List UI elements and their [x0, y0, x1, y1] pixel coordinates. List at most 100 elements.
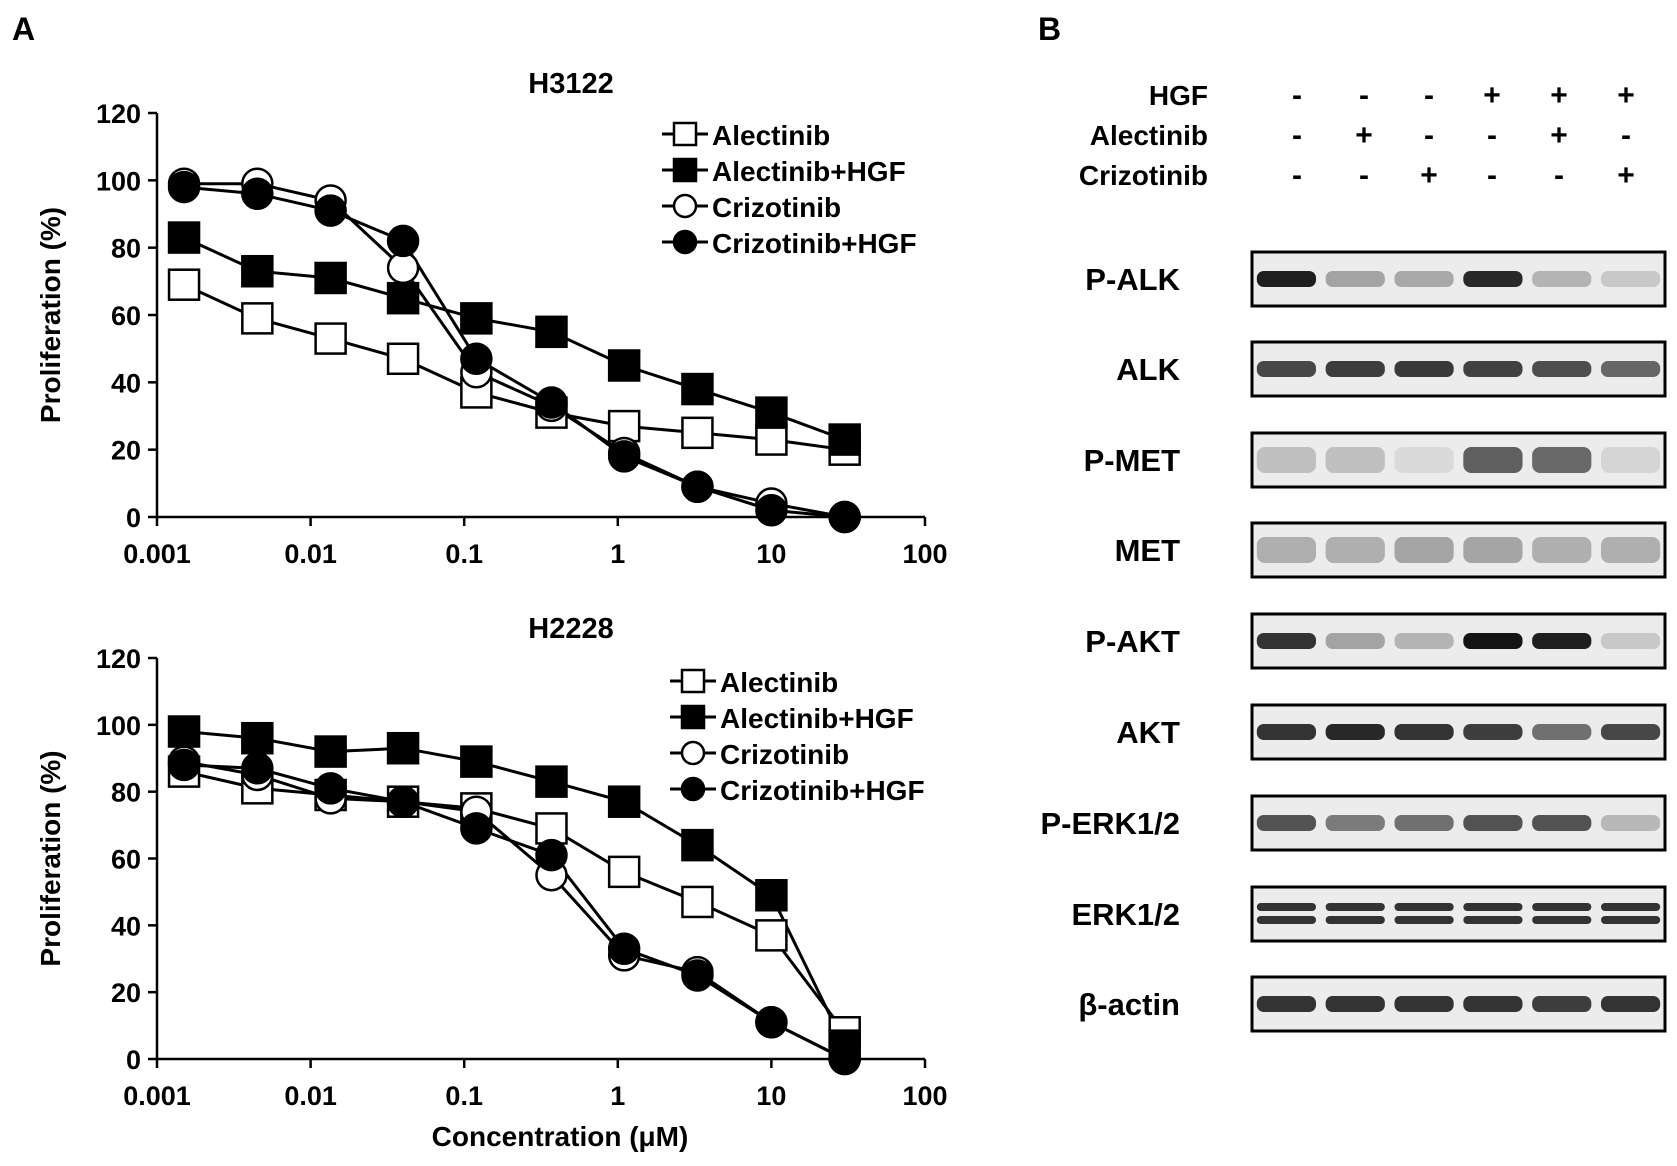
- blot-akt: AKT: [1116, 703, 1667, 761]
- legend-label: Crizotinib+HGF: [720, 775, 925, 806]
- blot-band: [1394, 815, 1454, 831]
- y-axis-label: Proliferation (%): [35, 207, 66, 423]
- blot-band: [1256, 633, 1317, 649]
- blot-band: [1600, 271, 1661, 287]
- legend-marker: [680, 668, 706, 694]
- blot-band: [1463, 447, 1523, 473]
- blot-band: [1600, 815, 1661, 831]
- data-point-alectinib-plus-hgf: [460, 745, 493, 778]
- condition-label: Alectinib: [1090, 120, 1208, 151]
- data-point-alectinib-plus-hgf: [386, 281, 420, 315]
- series-line-crizotinib: [184, 182, 845, 519]
- legend-label: Crizotinib+HGF: [712, 228, 917, 259]
- condition-sign: -: [1292, 79, 1302, 112]
- x-tick-label: 0.01: [284, 1081, 337, 1111]
- blot-label: P-MET: [1084, 443, 1181, 478]
- blot-band: [1463, 916, 1523, 924]
- condition-sign: -: [1292, 159, 1302, 192]
- chart-title: H3122: [528, 68, 613, 100]
- blot-band: [1394, 361, 1454, 377]
- blot-background: [1252, 977, 1665, 1031]
- y-tick-label: 40: [111, 368, 141, 398]
- blot-band: [1325, 271, 1385, 287]
- blot-band: [1600, 903, 1661, 911]
- data-point-crizotinib-plus-hgf: [167, 170, 201, 204]
- panel-label-b: B: [1038, 11, 1061, 47]
- blot-band: [1325, 815, 1385, 831]
- blot-band: [1532, 633, 1592, 649]
- legend-marker: [680, 776, 706, 802]
- x-tick-label: 0.01: [284, 539, 337, 569]
- blot-alk: ALK: [1116, 340, 1667, 398]
- blot-frame: [1250, 703, 1667, 761]
- data-point-crizotinib-plus-hgf: [681, 959, 714, 992]
- y-tick-label: 100: [96, 166, 141, 196]
- data-point-alectinib-plus-hgf: [314, 261, 347, 295]
- blot-band: [1463, 633, 1523, 649]
- blot-band: [1394, 447, 1454, 473]
- blot-band: [1600, 633, 1661, 649]
- series-line-crizotinib: [183, 760, 846, 1061]
- condition-sign: -: [1359, 79, 1369, 112]
- data-point-alectinib-plus-hgf: [681, 828, 714, 862]
- y-tick-label: 80: [111, 778, 141, 808]
- blot-band: [1256, 724, 1317, 740]
- data-point-alectinib-plus-hgf: [167, 715, 201, 748]
- data-point-crizotinib-plus-hgf: [460, 812, 493, 845]
- blot-band: [1532, 447, 1592, 473]
- blot-background: [1252, 523, 1665, 577]
- legend: Alectinib Alectinib+HGF Crizotinib Crizotin…: [670, 667, 925, 806]
- data-point-crizotinib-plus-hgf: [607, 440, 641, 473]
- blot-band: [1325, 537, 1385, 563]
- condition-sign: +: [1355, 119, 1373, 152]
- legend-marker: [672, 121, 698, 147]
- series-line-alectinib: [183, 770, 846, 1034]
- condition-sign: -: [1621, 119, 1631, 152]
- condition-sign: +: [1550, 79, 1568, 112]
- x-tick-label: 10: [756, 1081, 786, 1111]
- legend-marker: [672, 157, 698, 183]
- blot-band: [1532, 361, 1592, 377]
- blot-band: [1463, 361, 1523, 377]
- blot-band: [1394, 724, 1454, 740]
- blot-background: [1252, 887, 1665, 941]
- blot-erk1-2: ERK1/2: [1071, 885, 1667, 943]
- data-point-alectinib-plus-hgf: [755, 396, 788, 429]
- series-line-alectinib-plus-hgf: [183, 730, 847, 1047]
- blot-band: [1463, 271, 1523, 287]
- x-tick-label: 0.1: [445, 539, 483, 569]
- legend-label: Crizotinib: [720, 739, 849, 770]
- data-point-crizotinib-plus-hgf: [828, 500, 861, 534]
- legend-label: Alectinib: [712, 120, 830, 151]
- data-point-alectinib: [755, 423, 788, 456]
- data-point-alectinib: [241, 302, 274, 335]
- data-point-alectinib: [386, 342, 420, 376]
- blot-band: [1256, 447, 1317, 473]
- condition-sign: -: [1424, 79, 1434, 112]
- data-point-crizotinib-plus-hgf: [755, 1005, 788, 1039]
- condition-sign: -: [1487, 119, 1497, 152]
- blot-band: [1600, 537, 1661, 563]
- blot-p-met: P-MET: [1084, 431, 1667, 489]
- data-point-crizotinib-plus-hgf: [607, 932, 641, 965]
- x-tick-label: 0.001: [123, 1081, 191, 1111]
- blot-band: [1256, 537, 1317, 563]
- data-point-crizotinib-plus-hgf: [460, 342, 493, 376]
- data-point-crizotinib-plus-hgf: [314, 194, 347, 227]
- blot-band: [1532, 724, 1592, 740]
- blot-background: [1252, 614, 1665, 668]
- blot-label: AKT: [1116, 715, 1180, 750]
- blot-band: [1256, 815, 1317, 831]
- legend-label: Alectinib+HGF: [720, 703, 914, 734]
- y-tick-label: 120: [96, 644, 141, 674]
- chart-title: H2228: [528, 613, 613, 645]
- blot-band: [1532, 271, 1592, 287]
- x-tick-label: 100: [902, 539, 947, 569]
- blot-frame: [1250, 340, 1667, 398]
- x-tick-label: 10: [756, 539, 786, 569]
- blot-frame: [1250, 431, 1667, 489]
- data-point-alectinib-plus-hgf: [386, 731, 420, 765]
- blot-band: [1600, 724, 1661, 740]
- blot-band: [1600, 916, 1661, 924]
- data-point-alectinib: [607, 409, 641, 443]
